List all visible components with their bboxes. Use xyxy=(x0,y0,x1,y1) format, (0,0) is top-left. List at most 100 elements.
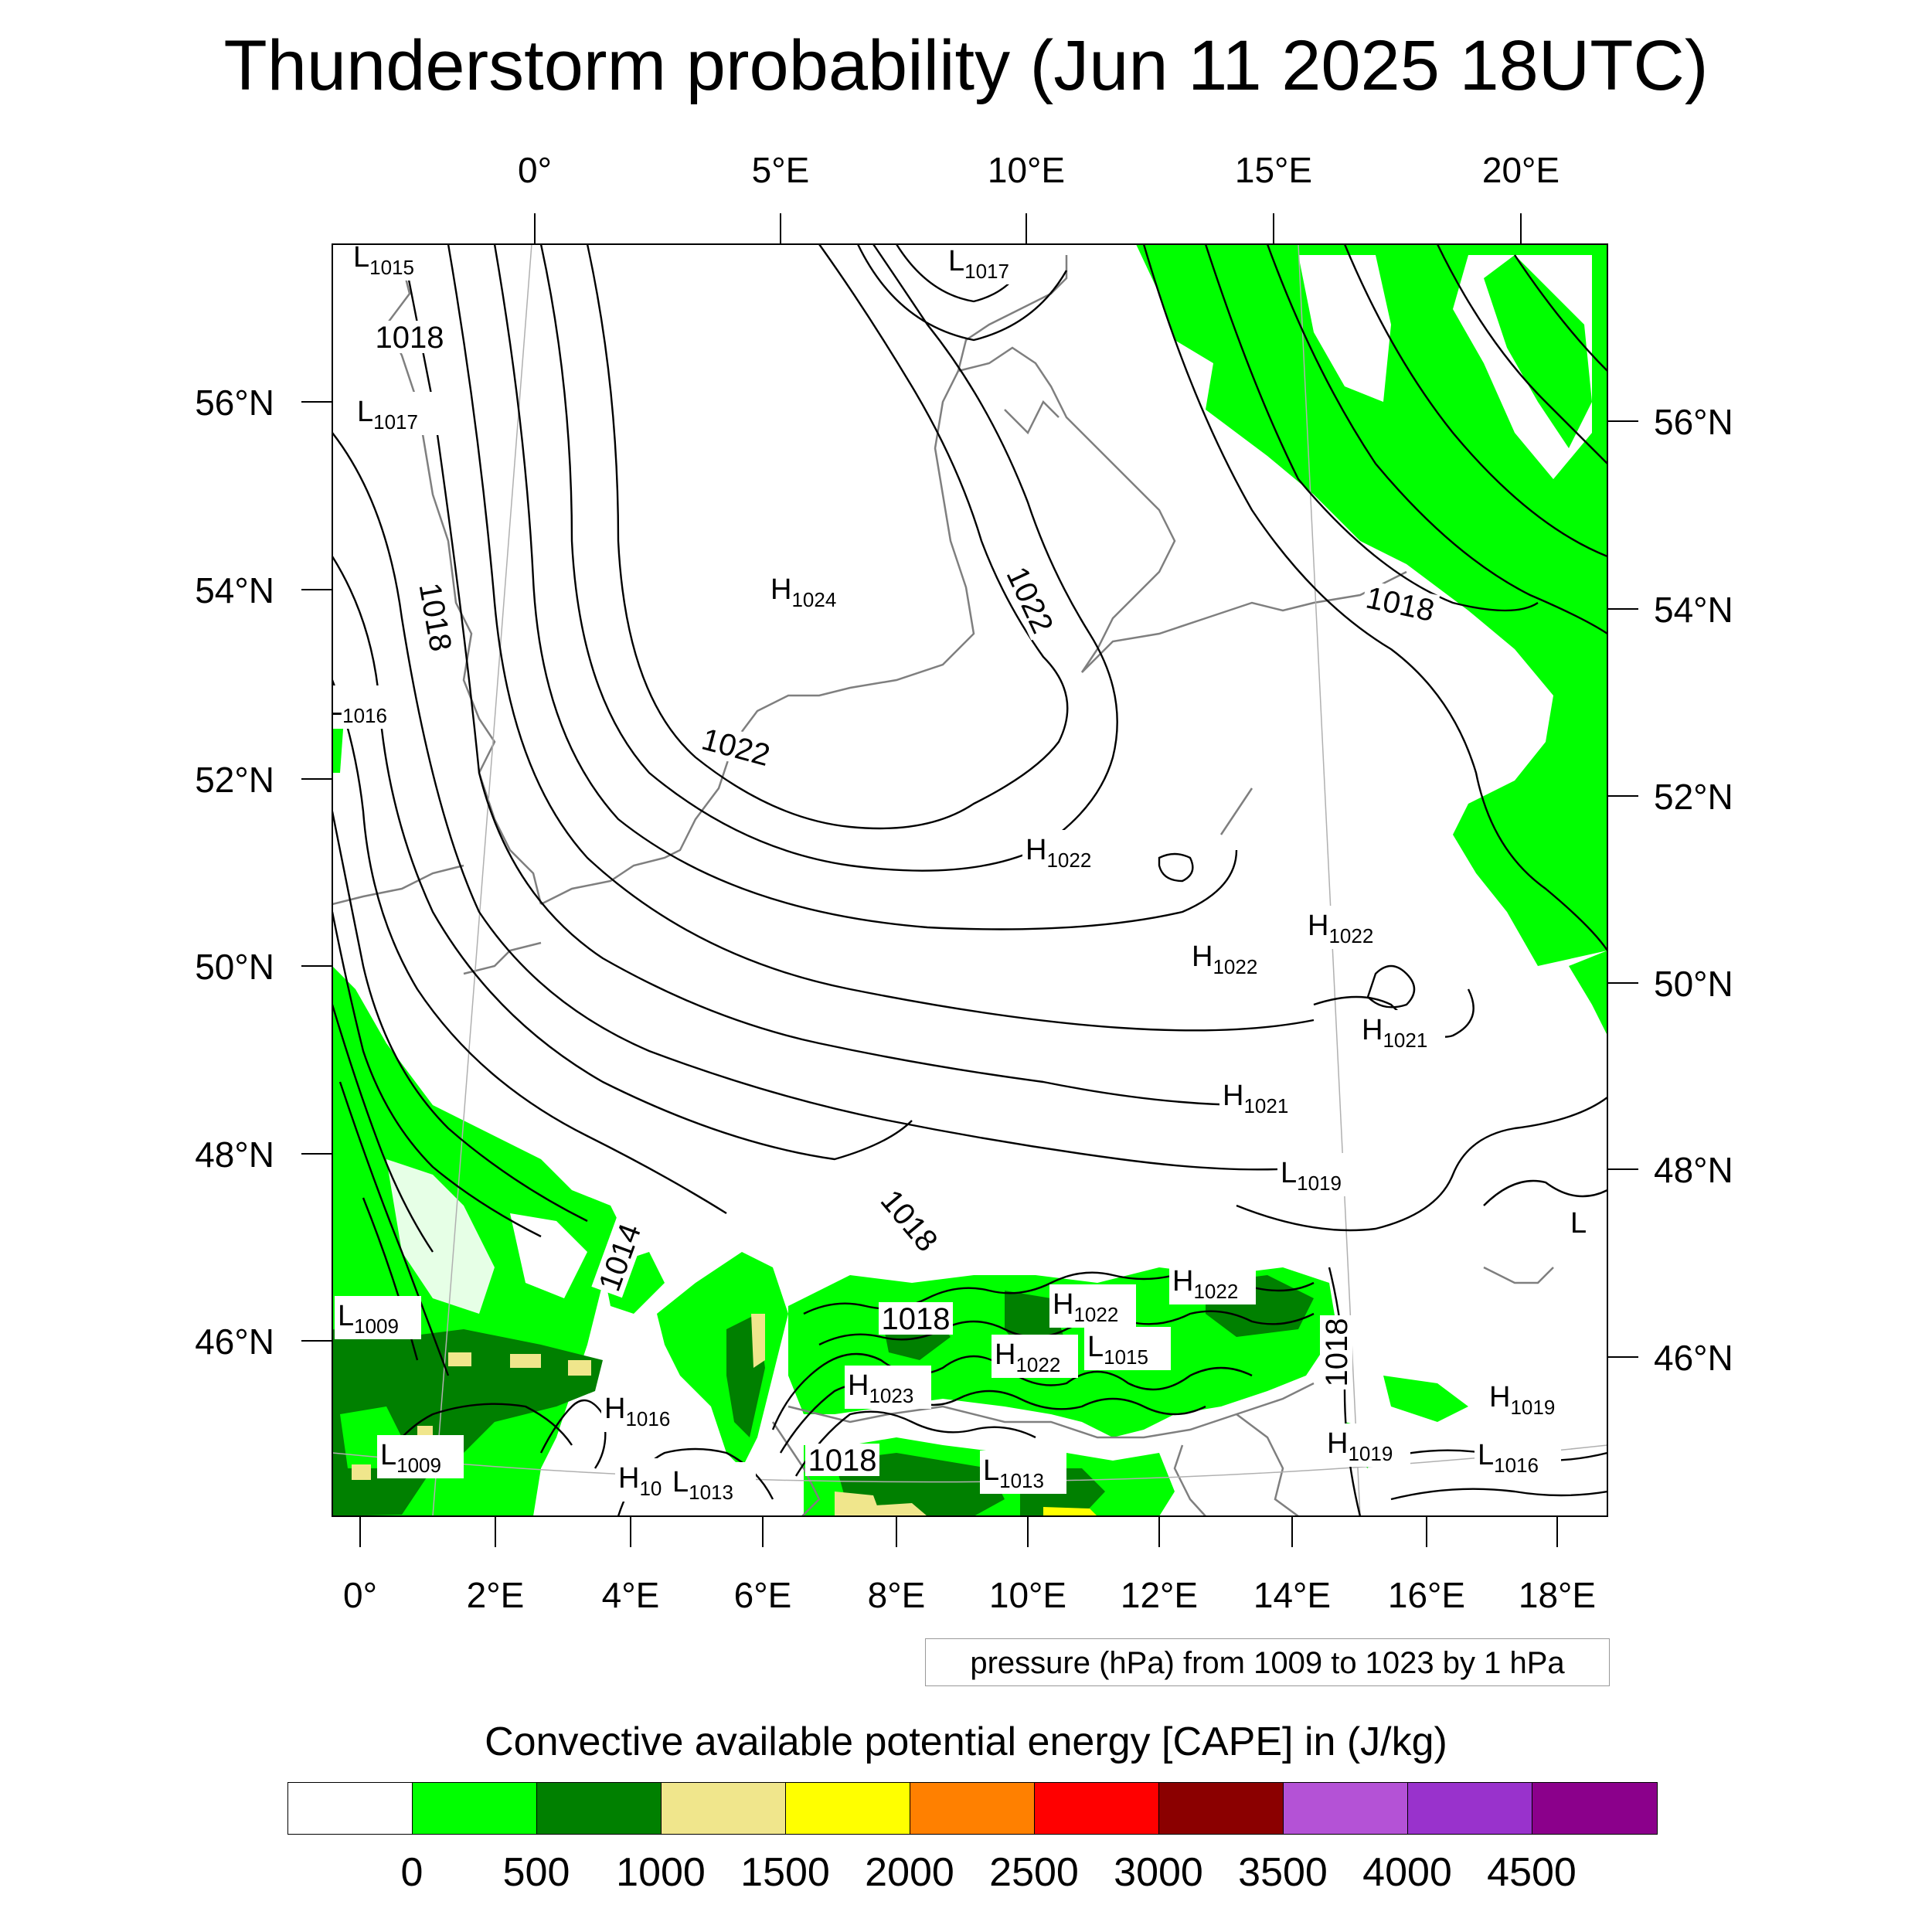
right-lat-label: 56°N xyxy=(1654,402,1733,442)
bottom-lon-label: 4°E xyxy=(602,1575,660,1615)
low-pressure-center: L1013 xyxy=(980,1451,1066,1494)
pressure-center-value: 1022 xyxy=(1015,1353,1060,1376)
colorbar-label: 2000 xyxy=(865,1850,954,1895)
colorbar-label: 3500 xyxy=(1238,1850,1328,1895)
svg-text:1018: 1018 xyxy=(882,1302,951,1336)
pressure-center-type: H xyxy=(1172,1265,1193,1298)
colorbar xyxy=(287,1782,1658,1835)
high-pressure-center: H1016 xyxy=(601,1389,688,1432)
colorbar-swatch xyxy=(786,1783,910,1834)
colorbar-swatch xyxy=(662,1783,786,1834)
colorbar-label: 2500 xyxy=(989,1850,1079,1895)
svg-text:L: L xyxy=(1570,1207,1587,1240)
high-pressure-center: H10 xyxy=(615,1458,679,1502)
svg-text:1018: 1018 xyxy=(376,321,444,355)
right-lat-label: 50°N xyxy=(1654,964,1733,1004)
svg-text:H1019: H1019 xyxy=(1489,1381,1555,1419)
pressure-center-value: 1024 xyxy=(791,588,836,611)
svg-text:H10: H10 xyxy=(618,1462,662,1500)
svg-text:L1015: L1015 xyxy=(353,241,414,279)
right-lat-label: 52°N xyxy=(1654,777,1733,817)
pressure-center-type: H xyxy=(1026,834,1046,866)
bottom-lon-label: 2°E xyxy=(467,1575,525,1615)
axis-ticks xyxy=(301,213,1638,1547)
svg-text:L1019: L1019 xyxy=(1281,1157,1342,1195)
pressure-center-type: H xyxy=(604,1393,625,1425)
isobar-label: 1018 xyxy=(372,321,447,355)
pressure-center-type: L xyxy=(1087,1331,1104,1363)
colorbar-swatch xyxy=(537,1783,662,1834)
pressure-center-value: 1016 xyxy=(342,704,387,727)
left-lat-label: 52°N xyxy=(195,760,274,800)
right-lat-label: 46°N xyxy=(1654,1338,1733,1378)
pressure-center-value: 10 xyxy=(639,1477,662,1500)
colorbar-swatch xyxy=(1035,1783,1159,1834)
svg-text:L1013: L1013 xyxy=(983,1454,1044,1492)
high-pressure-center: H1022 xyxy=(1189,937,1275,980)
svg-text:H1022: H1022 xyxy=(1308,910,1373,947)
bottom-lon-label: 6°E xyxy=(734,1575,792,1615)
colorbar-label: 3000 xyxy=(1114,1850,1203,1895)
svg-text:L1017: L1017 xyxy=(357,396,418,434)
low-pressure-center: L1017 xyxy=(354,392,440,435)
pressure-center-value: 1017 xyxy=(964,260,1009,283)
colorbar-swatch xyxy=(413,1783,537,1834)
svg-text:L1015: L1015 xyxy=(1087,1331,1148,1369)
high-pressure-center: H1019 xyxy=(1324,1423,1410,1467)
cape-area-rhone xyxy=(657,1252,788,1468)
top-lon-label: 0° xyxy=(518,150,552,190)
svg-text:L1013: L1013 xyxy=(672,1466,733,1504)
svg-text:H1022: H1022 xyxy=(995,1338,1060,1376)
top-longitude-labels: 0° 5°E 10°E 15°E 20°E xyxy=(518,150,1560,190)
pressure-center-type: L xyxy=(672,1466,689,1498)
svg-text:L1016: L1016 xyxy=(1478,1439,1539,1477)
high-pressure-center: H1022 xyxy=(1304,906,1391,949)
high-pressure-center: H1023 xyxy=(845,1366,931,1409)
low-pressure-center: L xyxy=(1567,1203,1594,1247)
svg-text:H1021: H1021 xyxy=(1223,1080,1288,1117)
pressure-center-value: 1017 xyxy=(373,410,418,434)
colorbar-label: 500 xyxy=(502,1850,570,1895)
isobar-label: 1018 xyxy=(1320,1315,1354,1389)
bottom-lon-label: 16°E xyxy=(1388,1575,1465,1615)
top-lon-label: 10°E xyxy=(988,150,1065,190)
pressure-center-type: H xyxy=(995,1338,1015,1371)
colorbar-label: 1500 xyxy=(740,1850,830,1895)
bottom-longitude-labels: 0° 2°E 4°E 6°E 8°E 10°E 12°E 14°E 16°E 1… xyxy=(343,1575,1596,1615)
pressure-center-value: 1022 xyxy=(1213,955,1257,978)
svg-text:H1021: H1021 xyxy=(1362,1014,1427,1052)
left-lat-label: 48°N xyxy=(195,1134,274,1175)
top-lon-label: 20°E xyxy=(1482,150,1560,190)
low-pressure-center: L1016 xyxy=(1475,1435,1561,1478)
pressure-contour-note: pressure (hPa) from 1009 to 1023 by 1 hP… xyxy=(925,1638,1610,1686)
pressure-center-type: L xyxy=(948,245,964,277)
pressure-center-value: 1016 xyxy=(625,1407,670,1430)
bottom-lon-label: 12°E xyxy=(1121,1575,1198,1615)
high-pressure-center: H1022 xyxy=(1169,1261,1256,1304)
low-pressure-center: L1015 xyxy=(350,241,437,281)
pressure-center-type: L xyxy=(357,396,373,428)
svg-text:H1016: H1016 xyxy=(604,1393,670,1430)
colorbar-swatch xyxy=(1284,1783,1408,1834)
bottom-lon-label: 18°E xyxy=(1519,1575,1596,1615)
colorbar-title: Convective available potential energy [C… xyxy=(485,1719,1447,1764)
low-pressure-center: L1013 xyxy=(669,1462,756,1505)
bottom-lon-label: 0° xyxy=(343,1575,377,1615)
pressure-center-value: 1013 xyxy=(999,1469,1044,1492)
colorbar-swatch xyxy=(1532,1783,1657,1834)
colorbar-label: 4000 xyxy=(1362,1850,1452,1895)
colorbar-swatch xyxy=(910,1783,1035,1834)
top-lon-label: 15°E xyxy=(1235,150,1312,190)
isobar-label: 1018 xyxy=(805,1444,879,1478)
isobar-label: 1018 xyxy=(879,1302,953,1336)
pressure-center-value: 1019 xyxy=(1297,1172,1342,1195)
pressure-center-type: H xyxy=(1489,1381,1510,1413)
pressure-center-type: L xyxy=(1478,1439,1494,1471)
pressure-center-type: L xyxy=(353,241,369,274)
colorbar-labels: 0 500 1000 1500 2000 2500 3000 3500 4000 4500 xyxy=(0,1845,1932,1900)
low-pressure-center: L1015 xyxy=(1084,1327,1171,1370)
pressure-center-type: L xyxy=(1570,1207,1587,1240)
coastlines xyxy=(332,253,1554,1516)
colorbar-label: 4500 xyxy=(1487,1850,1577,1895)
